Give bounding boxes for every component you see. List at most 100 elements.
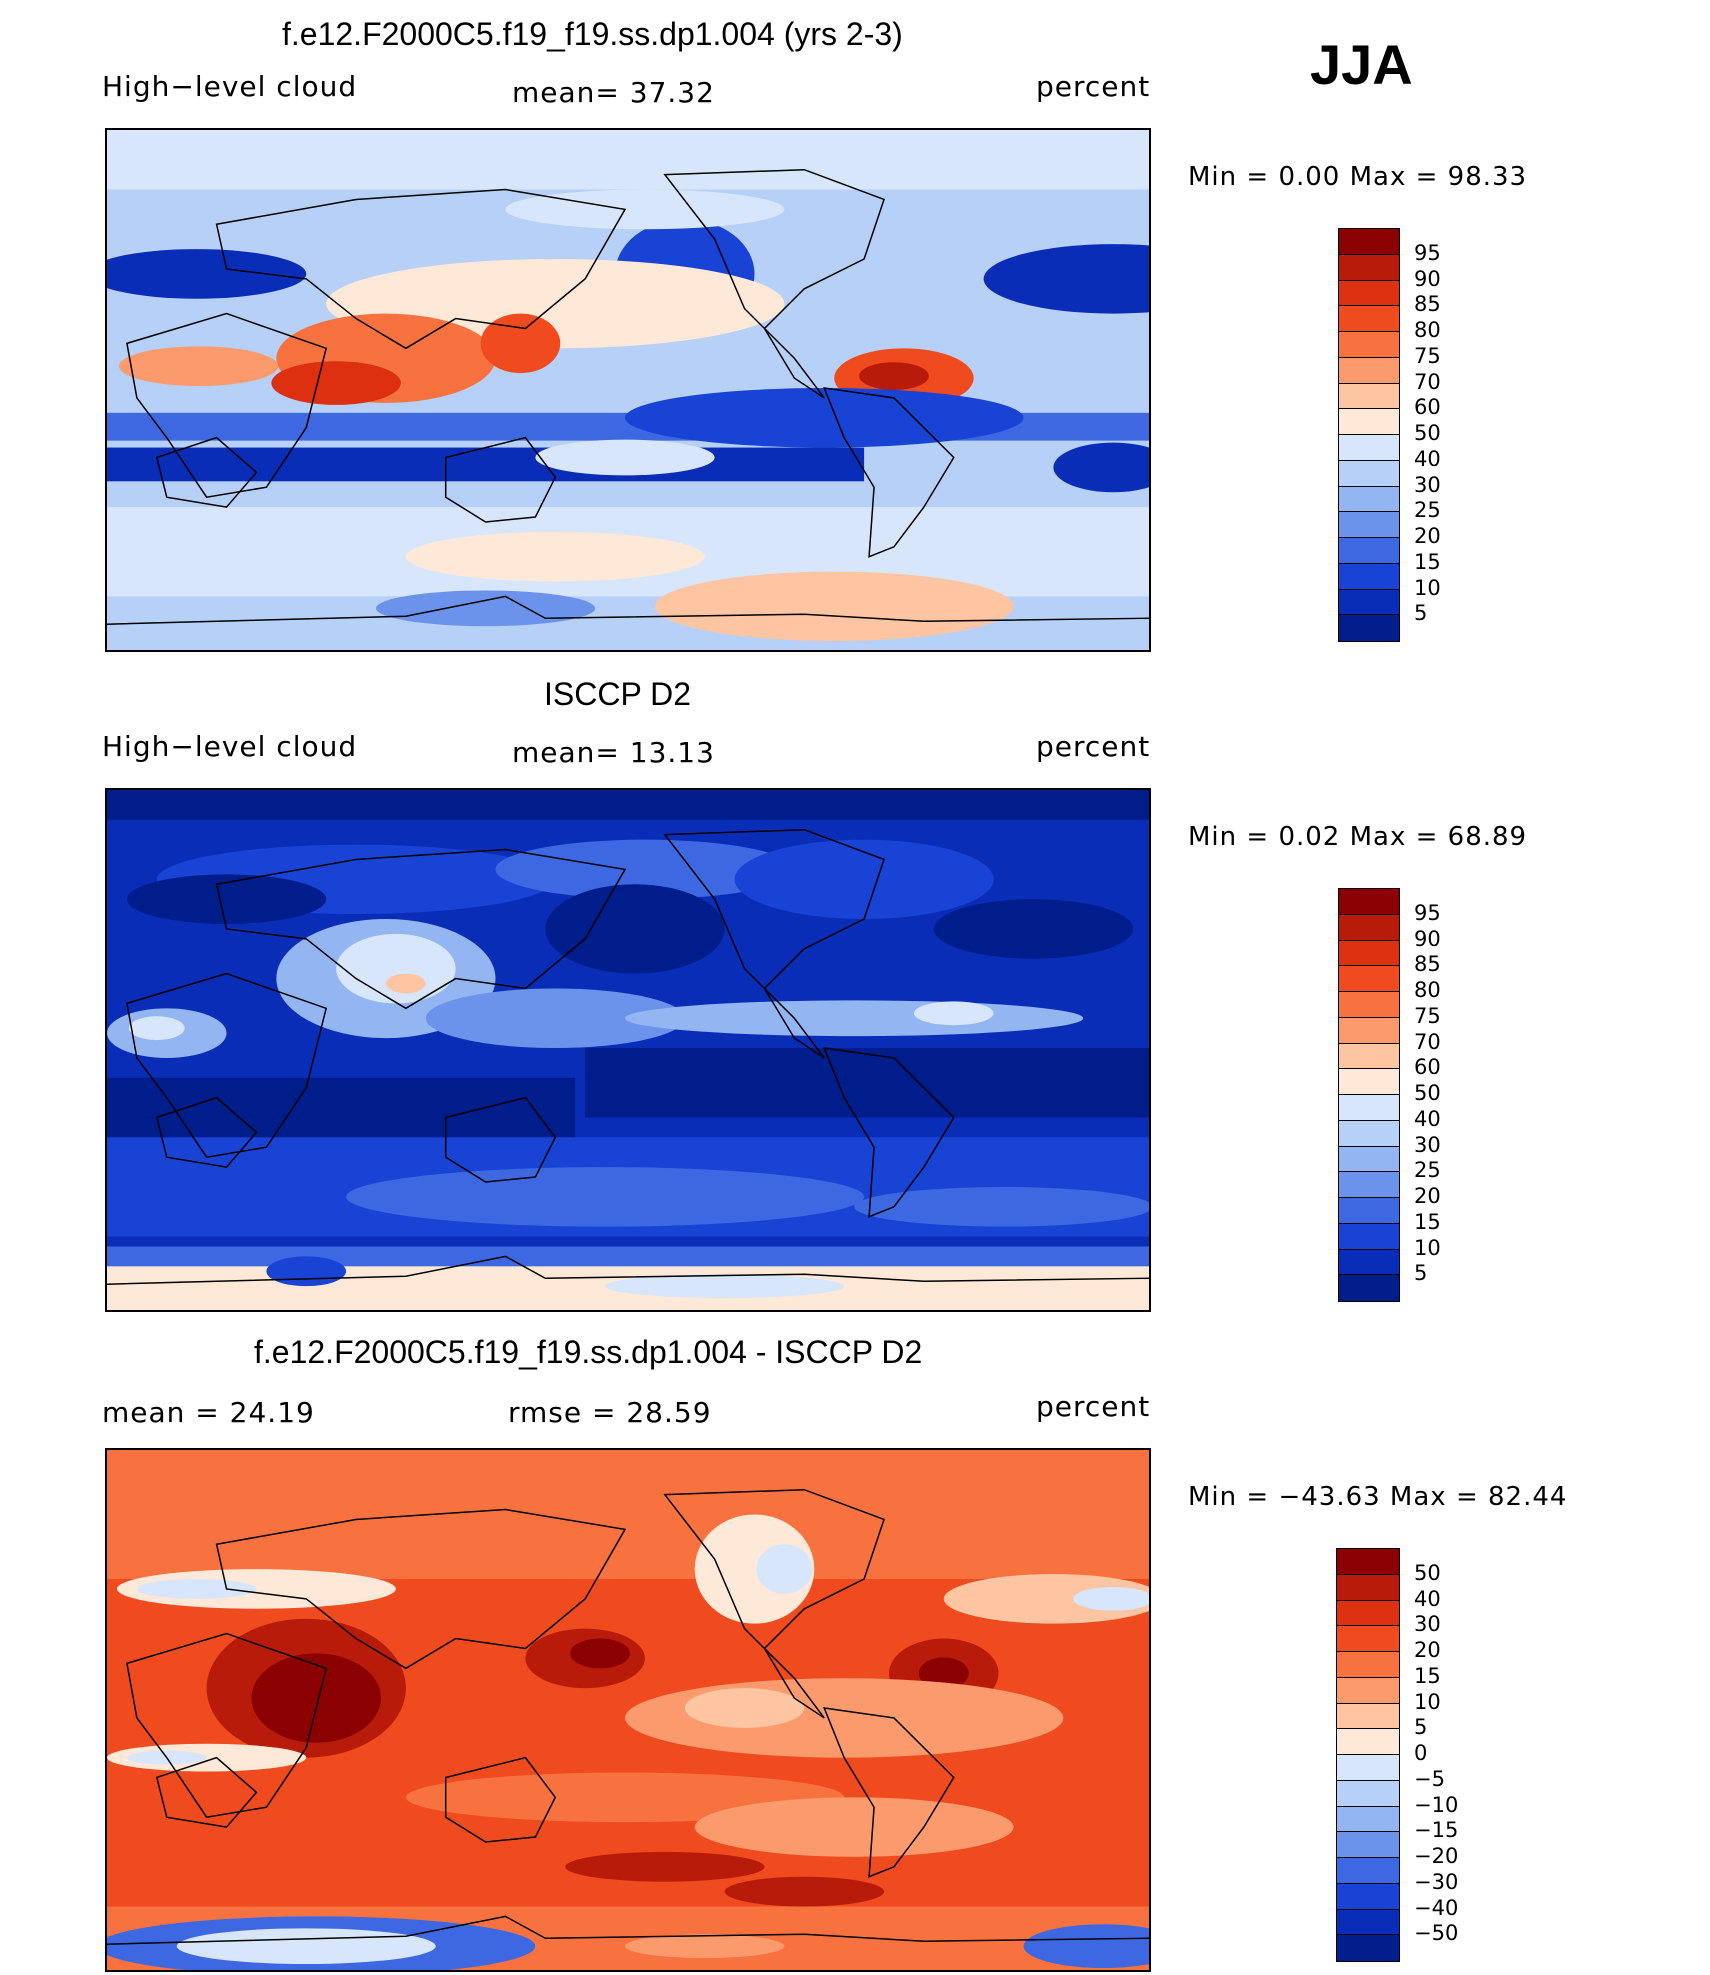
- colorbar-swatch: [1339, 889, 1399, 915]
- colorbar-swatch: [1337, 1652, 1399, 1678]
- colorbar-swatch: [1337, 1574, 1399, 1601]
- colorbar-swatch: [1337, 1935, 1399, 1961]
- units-label-diff: percent: [1036, 1390, 1151, 1423]
- colorbar-tick-label: 60: [1414, 395, 1441, 420]
- units-label-obs: percent: [1036, 730, 1151, 763]
- colorbar-swatch: [1339, 538, 1399, 564]
- colorbar-tick-label: 20: [1414, 1638, 1441, 1662]
- colorbar-swatch: [1337, 1729, 1399, 1755]
- colorbar-tick-label: 80: [1414, 318, 1441, 342]
- colorbar-tick-label: 80: [1414, 978, 1441, 1002]
- colorbar-tick-label: 40: [1414, 1106, 1441, 1131]
- colorbar-tick-label: 20: [1414, 1184, 1441, 1208]
- panel-title-model: f.e12.F2000C5.f19_f19.ss.dp1.004 (yrs 2-…: [282, 16, 903, 52]
- colorbar-swatch: [1339, 1249, 1399, 1276]
- colorbar-tick-label: −10: [1414, 1792, 1459, 1817]
- colorbar-tick-label: −30: [1414, 1869, 1459, 1894]
- colorbar-swatch: [1337, 1858, 1399, 1884]
- colorbar-swatch: [1339, 1275, 1399, 1301]
- colorbar-swatch: [1339, 1043, 1399, 1070]
- colorbar-swatch: [1337, 1626, 1399, 1652]
- colorbar-tick-label: 50: [1414, 1560, 1441, 1585]
- colorbar-swatch: [1339, 966, 1399, 992]
- colorbar-tick-label: 90: [1414, 266, 1441, 291]
- mean-label-diff: mean = 24.19: [102, 1396, 315, 1429]
- map-model: [105, 128, 1151, 652]
- colorbar-swatch: [1339, 306, 1399, 332]
- colorbar-tick-label: 40: [1414, 1586, 1441, 1611]
- colorbar-swatch: [1337, 1832, 1399, 1858]
- colorbar-tick-label: 5: [1414, 1261, 1428, 1286]
- colorbar-tick-label: 10: [1414, 1235, 1441, 1260]
- colorbar-tick-label: −40: [1414, 1895, 1459, 1920]
- colorbar-tick-label: 0: [1414, 1741, 1428, 1765]
- colorbar-swatch: [1339, 512, 1399, 538]
- colorbar-swatch: [1339, 383, 1399, 410]
- colorbar-tick-label: 5: [1414, 601, 1428, 626]
- season-label: JJA: [1310, 33, 1413, 96]
- panel-title-diff: f.e12.F2000C5.f19_f19.ss.dp1.004 - ISCCP…: [254, 1334, 923, 1370]
- colorbar-tick-label: 15: [1414, 1663, 1441, 1688]
- map-obs: [105, 788, 1151, 1312]
- colorbar-tick-label: 60: [1414, 1055, 1441, 1080]
- colorbar-tick-label: 5: [1414, 1715, 1428, 1740]
- colorbar-tick-label: 70: [1414, 369, 1441, 394]
- colorbar-swatch: [1339, 1172, 1399, 1198]
- minmax-diff: Min = −43.63 Max = 82.44: [1188, 1482, 1568, 1512]
- variable-label-model: High−level cloud: [102, 70, 358, 103]
- colorbar-swatch: [1337, 1883, 1399, 1910]
- colorbar-swatch: [1339, 1095, 1399, 1121]
- panel-title-obs: ISCCP D2: [544, 676, 692, 712]
- colorbar-swatch: [1339, 409, 1399, 435]
- units-label-model: percent: [1036, 70, 1151, 103]
- colorbar-swatch: [1339, 1017, 1399, 1044]
- colorbar-tick-label: 10: [1414, 575, 1441, 600]
- colorbar-tick-label: 75: [1414, 1003, 1441, 1028]
- colorbar-swatch: [1339, 332, 1399, 358]
- colorbar-swatch: [1339, 563, 1399, 590]
- colorbar-tick-label: 10: [1414, 1689, 1441, 1714]
- colorbar-swatch: [1339, 992, 1399, 1018]
- colorbar-tick-label: 30: [1414, 1132, 1441, 1157]
- minmax-model: Min = 0.00 Max = 98.33: [1188, 162, 1528, 192]
- colorbar-swatch: [1339, 435, 1399, 461]
- colorbar-swatch: [1339, 589, 1399, 616]
- colorbar-tick-label: 85: [1414, 952, 1441, 977]
- colorbar-tick-label: −15: [1414, 1818, 1459, 1843]
- colorbar-swatch: [1337, 1780, 1399, 1807]
- colorbar-swatch: [1339, 357, 1399, 384]
- colorbar-obs: [1338, 888, 1400, 1302]
- colorbar-tick-label: 70: [1414, 1029, 1441, 1054]
- colorbar-swatch: [1337, 1703, 1399, 1730]
- colorbar-swatch: [1339, 460, 1399, 487]
- map-diff: [105, 1448, 1151, 1972]
- colorbar-swatch: [1339, 1198, 1399, 1224]
- colorbar-tick-label: 95: [1414, 900, 1441, 925]
- colorbar-tick-label: −50: [1414, 1921, 1459, 1946]
- colorbar-swatch: [1339, 280, 1399, 307]
- colorbar-swatch: [1337, 1909, 1399, 1936]
- colorbar-swatch: [1339, 940, 1399, 967]
- colorbar-model: [1338, 228, 1400, 642]
- colorbar-tick-label: 50: [1414, 421, 1441, 445]
- colorbar-tick-label: 15: [1414, 549, 1441, 574]
- colorbar-swatch: [1337, 1755, 1399, 1781]
- colorbar-tick-label: 30: [1414, 1612, 1441, 1637]
- colorbar-diff: [1336, 1548, 1400, 1962]
- colorbar-swatch: [1339, 254, 1399, 281]
- colorbar-swatch: [1337, 1549, 1399, 1575]
- colorbar-tick-label: 85: [1414, 292, 1441, 317]
- colorbar-swatch: [1337, 1600, 1399, 1627]
- rmse-label-diff: rmse = 28.59: [508, 1396, 712, 1429]
- colorbar-swatch: [1339, 1223, 1399, 1250]
- colorbar-swatch: [1337, 1677, 1399, 1704]
- colorbar-swatch: [1339, 914, 1399, 941]
- colorbar-swatch: [1339, 229, 1399, 255]
- colorbar-tick-label: 95: [1414, 240, 1441, 265]
- colorbar-tick-label: 25: [1414, 1158, 1441, 1183]
- colorbar-swatch: [1339, 486, 1399, 513]
- colorbar-swatch: [1339, 615, 1399, 641]
- colorbar-tick-label: 15: [1414, 1209, 1441, 1234]
- colorbar-tick-label: 30: [1414, 472, 1441, 497]
- colorbar-swatch: [1339, 1120, 1399, 1147]
